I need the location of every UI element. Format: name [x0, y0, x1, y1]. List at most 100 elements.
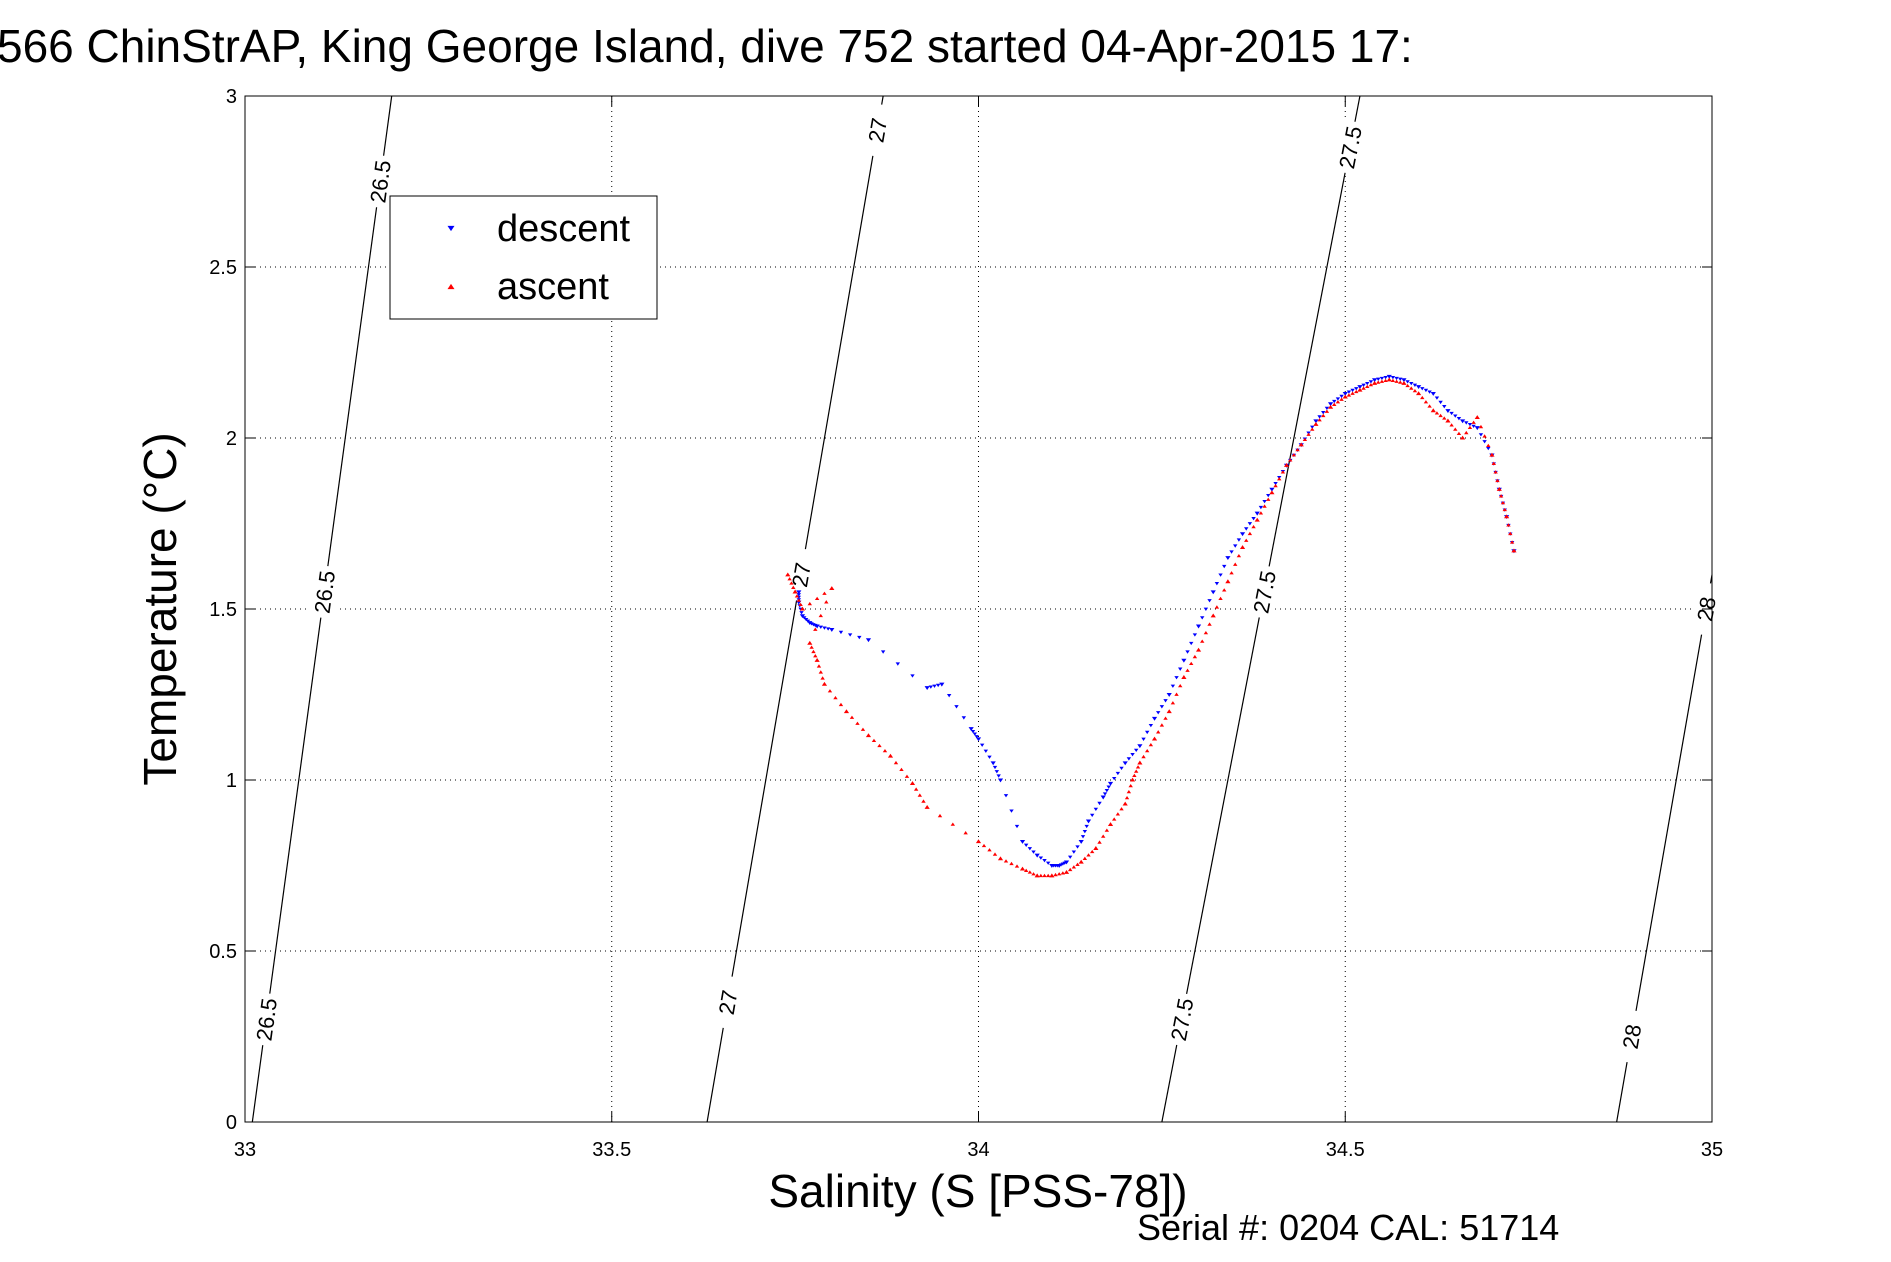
data-point-descent	[1104, 788, 1110, 793]
data-point-ascent	[1258, 511, 1264, 515]
data-point-ascent	[1449, 423, 1454, 427]
data-point-descent	[1371, 378, 1378, 383]
data-point-descent	[1258, 505, 1264, 510]
data-point-ascent	[1342, 394, 1348, 399]
data-point-ascent	[1067, 867, 1073, 872]
data-point-descent	[1467, 423, 1473, 427]
data-point-descent	[1445, 409, 1451, 413]
data-point-descent	[1019, 840, 1026, 844]
data-point-ascent	[1254, 517, 1260, 522]
data-point-descent	[1126, 757, 1132, 761]
y-tick-label: 1	[226, 770, 237, 792]
data-point-descent	[1119, 766, 1124, 771]
data-point-ascent	[921, 799, 926, 803]
data-point-descent	[1321, 411, 1326, 415]
data-point-descent	[1203, 607, 1209, 611]
data-point-descent	[974, 735, 979, 739]
data-point-ascent	[1019, 866, 1026, 871]
data-point-descent	[1084, 824, 1089, 829]
data-point-descent	[979, 743, 985, 747]
data-point-ascent	[1141, 754, 1146, 759]
data-point-ascent	[1500, 501, 1506, 505]
data-point-ascent	[798, 602, 803, 607]
data-point-ascent	[1170, 701, 1176, 705]
contour-label-bg	[248, 991, 284, 1048]
data-point-ascent	[899, 767, 904, 772]
data-point-ascent	[1361, 386, 1366, 390]
data-point-descent	[1449, 411, 1454, 416]
y-tick-label: 0.5	[209, 941, 237, 963]
data-point-ascent	[807, 601, 812, 606]
data-point-descent	[1273, 481, 1278, 486]
contour-label-bg	[1163, 991, 1201, 1048]
data-point-descent	[1102, 792, 1108, 796]
data-point-descent	[1145, 730, 1150, 735]
data-point-descent	[1420, 387, 1425, 391]
data-point-ascent	[1203, 630, 1209, 635]
data-point-ascent	[824, 600, 829, 604]
data-point-ascent	[1302, 437, 1308, 442]
data-point-ascent	[1453, 427, 1458, 431]
data-point-ascent	[1236, 554, 1242, 558]
data-point-descent	[1071, 850, 1077, 854]
contour-label: 27	[787, 561, 816, 589]
data-point-descent	[1478, 433, 1484, 437]
data-point-descent	[961, 716, 967, 720]
x-tick-label: 35	[1701, 1139, 1723, 1161]
data-point-ascent	[813, 654, 818, 658]
data-point-descent	[1434, 396, 1440, 400]
data-point-ascent	[1474, 415, 1480, 420]
data-point-ascent	[1442, 416, 1447, 420]
data-point-descent	[1093, 807, 1099, 812]
data-point-ascent	[1214, 605, 1220, 609]
data-point-descent	[1222, 564, 1227, 569]
data-point-ascent	[1151, 736, 1158, 741]
data-point-descent	[1368, 380, 1374, 384]
data-point-ascent	[904, 774, 910, 778]
y-tick-label: 0	[226, 1112, 237, 1134]
data-point-ascent	[1383, 378, 1388, 383]
data-point-ascent	[1178, 683, 1183, 688]
data-point-descent	[1412, 383, 1418, 387]
contour-label-bg	[1245, 563, 1283, 621]
data-point-ascent	[1502, 507, 1507, 512]
data-point-ascent	[1394, 379, 1399, 383]
data-point-ascent	[981, 843, 987, 848]
data-point-descent	[1401, 378, 1407, 383]
contour-label: 27	[714, 988, 743, 1016]
data-point-ascent	[843, 709, 850, 714]
data-point-ascent	[1504, 514, 1510, 519]
data-point-ascent	[917, 793, 923, 797]
data-point-ascent	[1371, 380, 1378, 385]
data-point-descent	[809, 622, 814, 626]
data-point-ascent	[1063, 870, 1070, 874]
data-point-descent	[1239, 532, 1246, 537]
data-point-ascent	[1273, 483, 1278, 488]
data-point-descent	[799, 611, 804, 615]
data-point-ascent	[822, 591, 827, 595]
data-point-ascent	[1174, 692, 1179, 696]
data-point-ascent	[789, 581, 794, 585]
data-point-ascent	[1023, 868, 1029, 872]
data-point-ascent	[1159, 723, 1165, 727]
data-point-descent	[970, 729, 976, 734]
data-point-ascent	[1126, 789, 1132, 794]
data-point-ascent	[809, 645, 814, 649]
legend-descent-label: descent	[497, 208, 631, 250]
data-point-ascent	[1027, 870, 1033, 874]
data-point-descent	[1225, 556, 1231, 561]
data-point-descent	[968, 727, 974, 732]
data-point-ascent	[1405, 383, 1410, 388]
contour-label-bg	[709, 974, 746, 1031]
data-point-ascent	[1086, 853, 1091, 857]
data-point-descent	[1244, 527, 1249, 531]
data-point-descent	[1317, 415, 1322, 419]
data-point-ascent	[1327, 404, 1334, 409]
axis-ticks: 33 33.5 34 34.5 35 0 0.5 1 1.5 2 2.5 3	[209, 86, 1723, 1161]
data-point-descent	[1031, 850, 1036, 854]
y-tick-label: 2	[226, 428, 237, 450]
data-point-ascent	[1229, 571, 1234, 575]
data-point-ascent	[1386, 377, 1392, 382]
data-point-descent	[1210, 590, 1216, 595]
